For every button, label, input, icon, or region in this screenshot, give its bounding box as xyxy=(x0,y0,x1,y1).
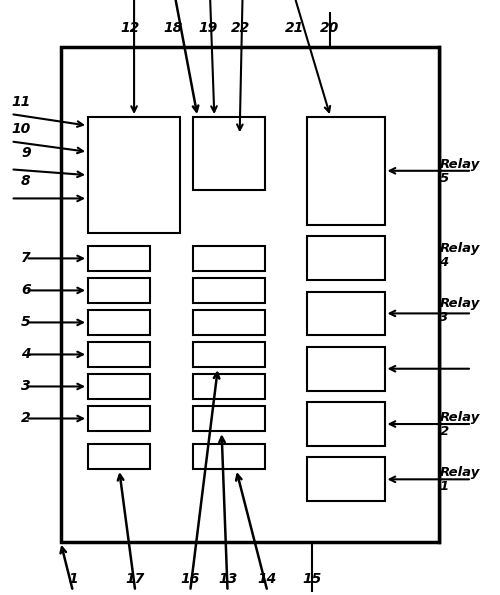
Text: 8: 8 xyxy=(21,174,30,188)
Text: 6: 6 xyxy=(21,283,30,298)
Bar xyxy=(88,443,150,469)
Text: 4: 4 xyxy=(21,347,30,361)
Bar xyxy=(88,246,150,271)
Bar xyxy=(308,292,384,335)
Text: 18: 18 xyxy=(163,21,182,36)
Bar xyxy=(192,406,265,431)
Text: 1: 1 xyxy=(68,572,78,586)
Text: 20: 20 xyxy=(320,21,340,36)
Bar xyxy=(308,347,384,390)
Text: 2: 2 xyxy=(21,412,30,425)
Bar xyxy=(308,117,384,225)
Bar xyxy=(88,309,150,335)
Text: 7: 7 xyxy=(21,252,30,265)
Bar xyxy=(192,278,265,303)
Text: 19: 19 xyxy=(198,21,217,36)
Bar xyxy=(88,374,150,399)
Bar xyxy=(308,236,384,280)
Text: Relay
2: Relay 2 xyxy=(440,411,480,438)
Text: 17: 17 xyxy=(126,572,145,586)
Text: 5: 5 xyxy=(21,315,30,330)
Text: 12: 12 xyxy=(120,21,140,36)
Text: 14: 14 xyxy=(258,572,277,586)
Text: 13: 13 xyxy=(218,572,237,586)
Bar xyxy=(192,117,265,190)
Text: Relay
4: Relay 4 xyxy=(440,242,480,269)
Bar xyxy=(88,342,150,367)
Bar xyxy=(308,458,384,501)
Bar xyxy=(192,374,265,399)
Bar xyxy=(192,443,265,469)
Text: Relay
5: Relay 5 xyxy=(440,158,480,184)
Text: 22: 22 xyxy=(230,21,250,36)
Bar xyxy=(192,309,265,335)
Text: 21: 21 xyxy=(285,21,304,36)
Bar xyxy=(60,47,440,542)
Text: 3: 3 xyxy=(21,380,30,393)
Text: 16: 16 xyxy=(180,572,200,586)
Bar xyxy=(88,117,180,233)
Text: Relay
3: Relay 3 xyxy=(440,298,480,324)
Bar xyxy=(192,246,265,271)
Text: 11: 11 xyxy=(12,95,30,109)
Text: Relay
1: Relay 1 xyxy=(440,466,480,493)
Bar xyxy=(88,278,150,303)
Text: 9: 9 xyxy=(21,146,30,160)
Text: 10: 10 xyxy=(12,121,30,136)
Text: 15: 15 xyxy=(302,572,322,586)
Bar xyxy=(308,402,384,446)
Bar xyxy=(192,342,265,367)
Bar xyxy=(88,406,150,431)
